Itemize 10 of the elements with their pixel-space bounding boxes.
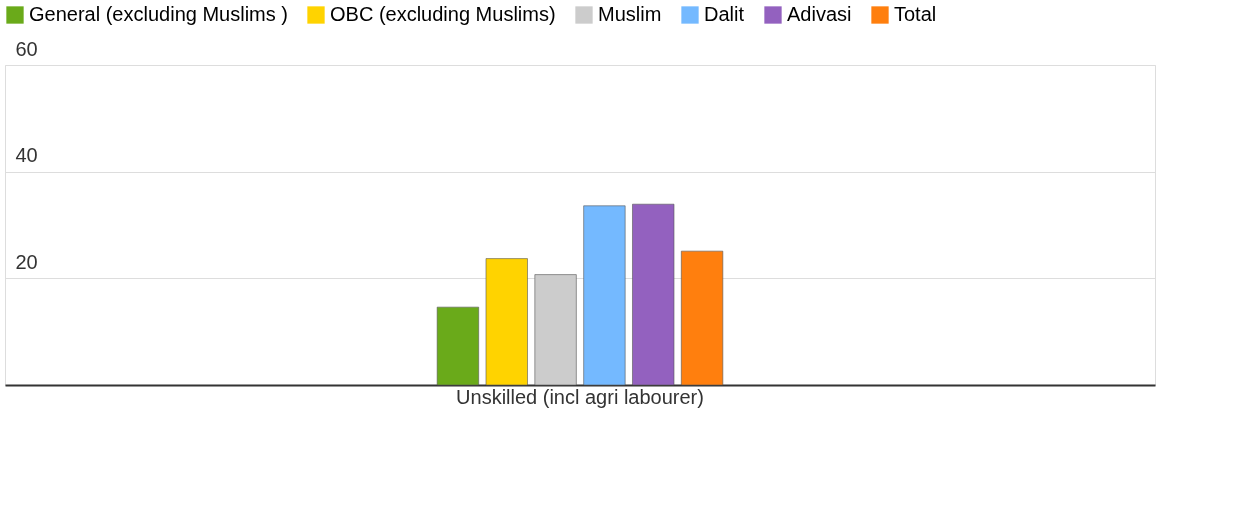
legend-label: General (excluding Muslims ) (29, 3, 288, 25)
legend-label: Adivasi (787, 3, 852, 25)
legend-label: OBC (excluding Muslims) (330, 3, 556, 25)
legend-label: Dalit (704, 3, 745, 25)
y-tick-label: 60 (15, 37, 38, 60)
y-tick-label: 20 (15, 250, 38, 273)
legend-label: Total (894, 3, 937, 25)
x-tick-label: Unskilled (incl agri labourer) (456, 385, 704, 408)
y-tick-label: 40 (15, 144, 38, 167)
legend-label: Muslim (598, 3, 662, 25)
